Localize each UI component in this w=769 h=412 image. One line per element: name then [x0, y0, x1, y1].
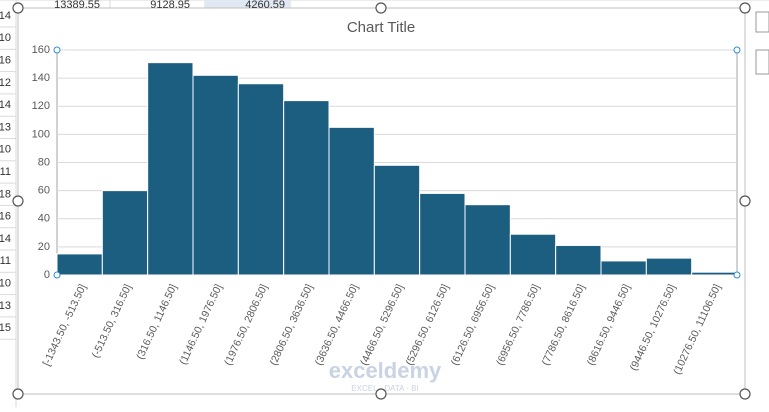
y-tick-label: 80: [38, 156, 50, 168]
selected-cell: [205, 0, 290, 8]
y-tick-label: 160: [32, 44, 50, 56]
bar: [373, 164, 421, 276]
bar: [509, 233, 557, 276]
resize-handle[interactable]: [739, 195, 751, 207]
y-tick-label: 100: [32, 128, 50, 140]
cell-value: 14: [0, 10, 11, 22]
cell-value: 9128.95: [150, 0, 190, 11]
cell-value: 18: [0, 188, 11, 200]
y-tick-label: 0: [44, 269, 50, 281]
cell-value: 13389.55: [54, 0, 100, 11]
cell-value: 11: [0, 166, 11, 178]
cell-value: 4260.59: [245, 0, 285, 11]
bar: [283, 100, 330, 276]
cell-value: 16: [0, 211, 11, 223]
bar: [645, 257, 693, 276]
resize-handle[interactable]: [375, 388, 387, 400]
chart-title: Chart Title: [347, 19, 415, 36]
plot-handle: [53, 271, 61, 279]
bar: [555, 244, 602, 276]
bar: [192, 74, 239, 276]
chart-elements-button[interactable]: [755, 11, 769, 33]
cell-value: 13: [0, 121, 11, 133]
chart-styles-button[interactable]: [755, 49, 769, 75]
bar: [419, 192, 466, 276]
y-tick-label: 60: [38, 185, 50, 197]
cell-value: 15: [0, 322, 11, 334]
y-tick-label: 40: [38, 213, 50, 225]
bar: [56, 253, 103, 276]
cell-value: 16: [0, 55, 11, 67]
y-tick-label: 120: [32, 100, 50, 112]
cell-value: 13: [0, 300, 11, 312]
bar: [101, 190, 149, 276]
watermark: exceldemy: [329, 358, 442, 383]
bar: [464, 204, 511, 276]
y-tick-label: 140: [32, 72, 50, 84]
plot-handle: [53, 46, 61, 54]
plot-handle: [733, 271, 741, 279]
cell-value: 14: [0, 233, 11, 245]
bar: [237, 83, 285, 276]
cell-value: 14: [0, 99, 11, 111]
y-tick-label: 20: [38, 241, 50, 253]
resize-handle[interactable]: [375, 2, 387, 14]
plot-handle: [733, 46, 741, 54]
cell-value: 11: [0, 255, 11, 267]
resize-handle[interactable]: [739, 2, 751, 14]
cell-value: 10: [0, 32, 11, 44]
cell-value: 12: [0, 77, 11, 89]
resize-handle[interactable]: [12, 195, 24, 207]
bar: [691, 271, 738, 276]
bar: [147, 62, 194, 276]
cell-value: 10: [0, 278, 11, 290]
resize-handle[interactable]: [12, 388, 24, 400]
bar: [600, 260, 647, 276]
resize-handle[interactable]: [12, 2, 24, 14]
bar: [328, 126, 375, 276]
resize-handle[interactable]: [739, 388, 751, 400]
cell-value: 10: [0, 144, 11, 156]
watermark-tagline: EXCEL · DATA · BI: [351, 384, 418, 393]
